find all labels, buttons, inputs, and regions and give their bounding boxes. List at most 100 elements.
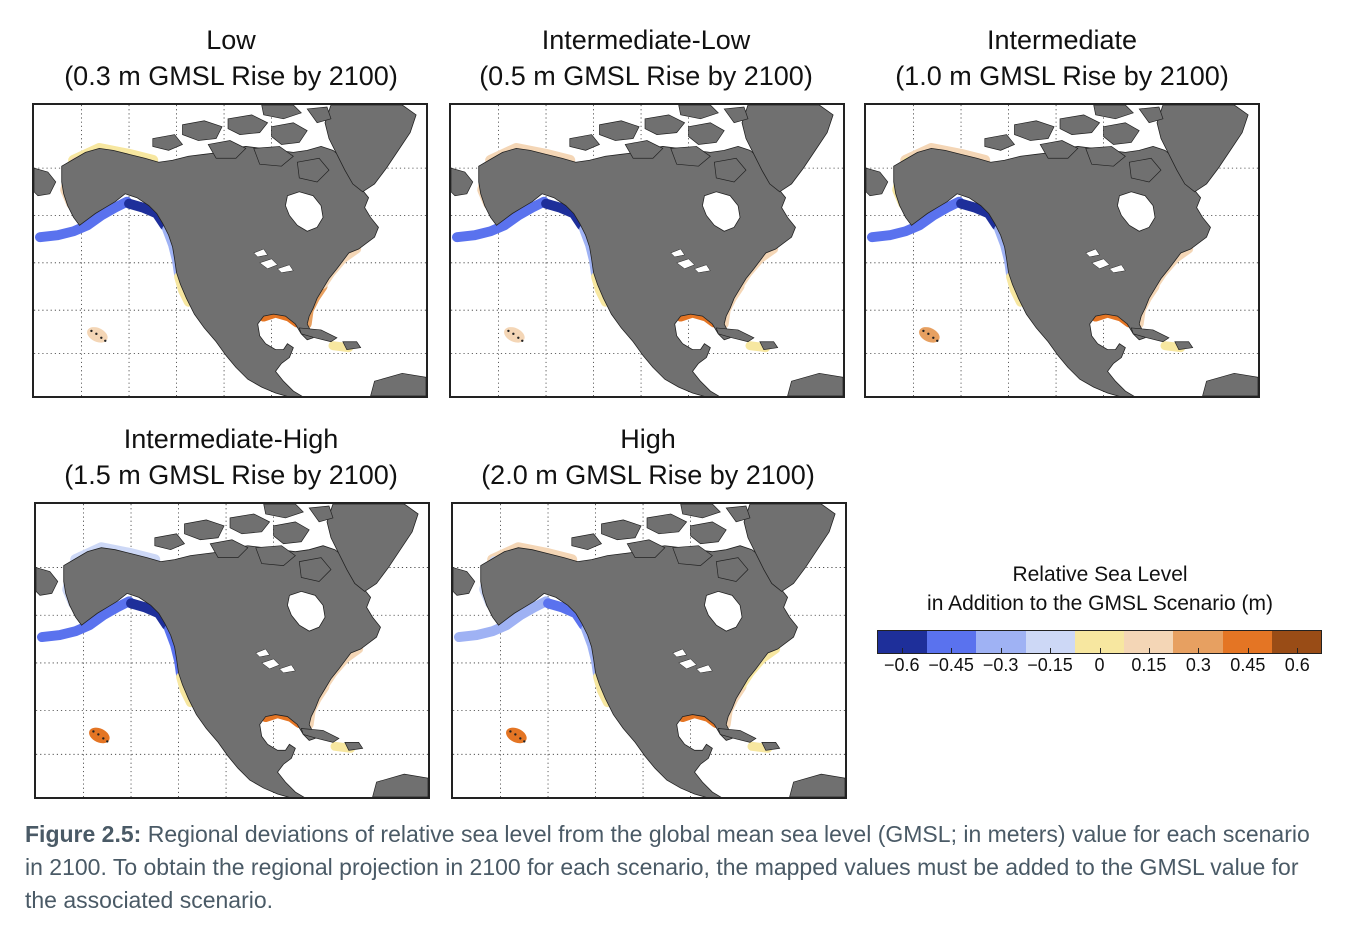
- arctic-island: [207, 140, 247, 159]
- arctic-island: [1085, 146, 1126, 167]
- arctic-island: [672, 545, 713, 566]
- arctic-island: [690, 521, 727, 545]
- colorbar-swatch-0: [878, 631, 928, 653]
- hawaii-island-dot: [512, 332, 515, 336]
- hispaniola-land: [342, 341, 362, 351]
- colorbar-tick-label: −0.3: [982, 655, 1019, 675]
- arctic-island: [255, 545, 296, 566]
- map-svg: [36, 504, 428, 797]
- arctic-island: [306, 106, 332, 124]
- siberia-land: [866, 167, 889, 197]
- great-lake: [1091, 258, 1110, 270]
- arctic-island: [599, 120, 640, 141]
- colorbar-swatch-2: [976, 631, 1026, 653]
- colorbar-swatch-6: [1173, 631, 1223, 653]
- scenario-gmsl: (2.0 m GMSL Rise by 2100): [481, 460, 815, 490]
- hudson-bay: [1117, 191, 1156, 232]
- hawaii-island-dot: [92, 730, 95, 733]
- greenland-land: [326, 504, 419, 592]
- hawaii-island-dot: [97, 733, 100, 736]
- colorbar-tick-mark: [1198, 648, 1200, 654]
- colorbar-swatch-5: [1124, 631, 1174, 653]
- scenario-name: Intermediate: [986, 25, 1138, 55]
- map-intermediate: [864, 103, 1260, 398]
- arctic-island: [984, 134, 1016, 151]
- colorbar-tick-mark: [951, 648, 953, 654]
- hawaii-island-dot: [95, 332, 98, 336]
- arctic-island: [569, 134, 601, 151]
- coast-halo-aleutians: [36, 596, 134, 643]
- colorbar-tick-mark: [1148, 648, 1150, 654]
- south-america-land: [787, 372, 843, 396]
- colorbar-tick-label: −0.6: [883, 655, 920, 675]
- great-lake: [261, 658, 280, 670]
- arctic-island: [688, 122, 725, 145]
- colorbar-swatch-7: [1222, 631, 1272, 653]
- map-svg: [453, 504, 845, 797]
- panel-title-high: High (2.0 m GMSL Rise by 2100): [449, 421, 847, 493]
- greenland-land: [324, 105, 417, 193]
- hawaii-island-dot: [523, 740, 526, 743]
- arctic-island: [253, 146, 294, 167]
- hawaii-island-dot: [514, 733, 517, 736]
- arctic-island: [1093, 105, 1134, 120]
- scenario-name: Intermediate-Low: [541, 25, 751, 55]
- arctic-island: [1128, 157, 1162, 183]
- hawaii-island-dot: [922, 329, 925, 333]
- arctic-island: [209, 539, 249, 558]
- hispaniola-land: [761, 742, 781, 751]
- colorbar-tick-mark: [1247, 648, 1249, 654]
- arctic-island: [1103, 122, 1140, 145]
- hawaii-island-dot: [90, 329, 93, 333]
- south-america-land: [789, 773, 845, 797]
- hawaii-island-dot: [102, 737, 105, 740]
- north-america-land: [480, 545, 798, 797]
- hawaii-island-dot: [507, 329, 510, 333]
- south-america-land: [370, 372, 426, 396]
- arctic-island: [184, 519, 225, 541]
- cuba-land: [1130, 327, 1170, 343]
- map-intermediate-low: [449, 103, 845, 398]
- colorbar-tick-label: 0.15: [1131, 655, 1167, 675]
- figure-caption: Figure 2.5: Regional deviations of relat…: [25, 818, 1325, 917]
- hawaii-island-dot: [936, 339, 939, 342]
- great-lake: [672, 648, 688, 658]
- panel-title-intermediate: Intermediate (1.0 m GMSL Rise by 2100): [863, 22, 1261, 94]
- hawaii-island-dot: [106, 740, 109, 743]
- arctic-island: [263, 504, 304, 519]
- map-intermediate-high: [34, 502, 430, 799]
- colorbar-tick-label: 0.3: [1185, 655, 1211, 675]
- south-america-land: [1202, 372, 1258, 396]
- colorbar-tick-mark: [901, 648, 903, 654]
- legend-title-line2: in Addition to the GMSL Scenario (m): [927, 592, 1273, 615]
- siberia-land: [451, 167, 474, 197]
- arctic-island: [713, 157, 747, 183]
- great-lake: [696, 664, 713, 674]
- hawaii-island-dot: [519, 737, 522, 740]
- north-america-land: [478, 146, 796, 396]
- colorbar-swatch-4: [1074, 631, 1125, 653]
- arctic-island: [624, 140, 664, 159]
- panel-title-intermediate-low: Intermediate-Low (0.5 m GMSL Rise by 210…: [447, 22, 845, 94]
- north-america-land: [61, 146, 379, 396]
- hispaniola-land: [1174, 341, 1194, 351]
- arctic-island: [152, 134, 184, 151]
- coast-halo-aleutians: [34, 196, 132, 243]
- panel-title-low: Low (0.3 m GMSL Rise by 2100): [32, 22, 430, 94]
- arctic-island: [1059, 114, 1101, 135]
- hawaii-island-dot: [517, 336, 520, 339]
- legend-title-line1: Relative Sea Level: [1012, 563, 1188, 586]
- arctic-island: [296, 157, 330, 183]
- arctic-island: [571, 533, 603, 551]
- hudson-bay: [702, 191, 741, 232]
- hawaii-island-dot: [927, 332, 930, 336]
- colorbar-tick-label: 0: [1094, 655, 1105, 675]
- map-svg: [34, 105, 426, 396]
- arctic-island: [227, 114, 269, 135]
- arctic-island: [1039, 140, 1079, 159]
- cuba-land: [298, 327, 338, 343]
- north-america-land: [63, 545, 381, 797]
- great-lake: [678, 658, 697, 670]
- great-lake: [255, 648, 271, 658]
- arctic-island: [271, 122, 308, 145]
